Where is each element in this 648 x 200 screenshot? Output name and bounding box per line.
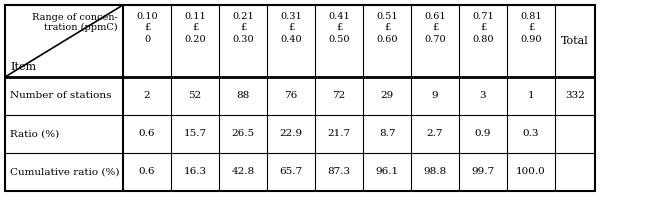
Text: 99.7: 99.7: [472, 168, 494, 176]
Text: 100.0: 100.0: [516, 168, 546, 176]
Text: £: £: [336, 23, 342, 32]
Text: 0.10: 0.10: [136, 12, 158, 21]
Text: 98.8: 98.8: [423, 168, 446, 176]
Text: £: £: [144, 23, 150, 32]
Text: 16.3: 16.3: [183, 168, 207, 176]
Text: 0.11: 0.11: [184, 12, 206, 21]
Text: 52: 52: [189, 92, 202, 100]
Text: Range of concen-: Range of concen-: [32, 13, 118, 22]
Text: 0.6: 0.6: [139, 168, 156, 176]
Text: 29: 29: [380, 92, 393, 100]
Text: 0.51: 0.51: [376, 12, 398, 21]
Text: £: £: [528, 23, 534, 32]
Text: £: £: [288, 23, 294, 32]
Text: £: £: [384, 23, 390, 32]
Text: 15.7: 15.7: [183, 130, 207, 138]
Text: Item: Item: [10, 62, 36, 72]
Text: 1: 1: [527, 92, 535, 100]
Text: 0.60: 0.60: [376, 35, 398, 44]
Text: 0.30: 0.30: [232, 35, 254, 44]
Text: 0.41: 0.41: [328, 12, 350, 21]
Text: 0.9: 0.9: [475, 130, 491, 138]
Text: 0.90: 0.90: [520, 35, 542, 44]
Text: 26.5: 26.5: [231, 130, 255, 138]
Text: 76: 76: [284, 92, 297, 100]
Text: 0.20: 0.20: [184, 35, 206, 44]
Text: 0.70: 0.70: [424, 35, 446, 44]
Text: Cumulative ratio (%): Cumulative ratio (%): [10, 168, 119, 176]
Text: 3: 3: [480, 92, 486, 100]
Text: 72: 72: [332, 92, 345, 100]
Text: 88: 88: [237, 92, 249, 100]
Text: 0.3: 0.3: [523, 130, 539, 138]
Text: 0.81: 0.81: [520, 12, 542, 21]
Text: 65.7: 65.7: [279, 168, 303, 176]
Text: 0.61: 0.61: [424, 12, 446, 21]
Text: 87.3: 87.3: [327, 168, 351, 176]
Text: 0.6: 0.6: [139, 130, 156, 138]
Text: 42.8: 42.8: [231, 168, 255, 176]
Text: 0.71: 0.71: [472, 12, 494, 21]
Text: Total: Total: [561, 36, 589, 46]
Text: 2: 2: [144, 92, 150, 100]
Text: 21.7: 21.7: [327, 130, 351, 138]
Text: tration (ppmC): tration (ppmC): [44, 23, 118, 32]
Text: 9: 9: [432, 92, 438, 100]
Text: 0.40: 0.40: [280, 35, 302, 44]
Text: 0.31: 0.31: [280, 12, 302, 21]
Text: £: £: [480, 23, 486, 32]
Text: 0: 0: [144, 35, 150, 44]
Text: 332: 332: [565, 92, 585, 100]
Text: 0.50: 0.50: [329, 35, 350, 44]
Text: 0.80: 0.80: [472, 35, 494, 44]
Text: Ratio (%): Ratio (%): [10, 130, 59, 138]
Text: 22.9: 22.9: [279, 130, 303, 138]
Text: 8.7: 8.7: [378, 130, 395, 138]
Text: 2.7: 2.7: [427, 130, 443, 138]
Text: £: £: [192, 23, 198, 32]
Text: 96.1: 96.1: [375, 168, 399, 176]
Text: £: £: [432, 23, 438, 32]
Text: 0.21: 0.21: [232, 12, 254, 21]
Text: £: £: [240, 23, 246, 32]
Text: Number of stations: Number of stations: [10, 92, 111, 100]
